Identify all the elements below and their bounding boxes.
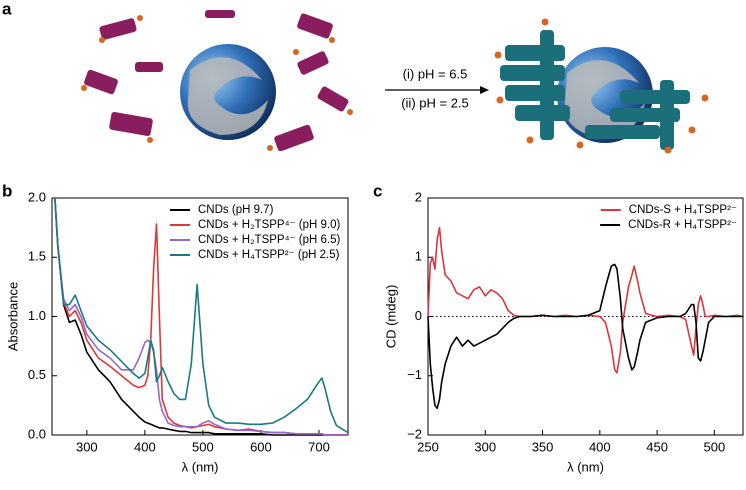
series-line xyxy=(54,197,349,434)
legend-label: CNDs-S + H₄TSPP²⁻ xyxy=(629,204,737,216)
x-tick-label: 500 xyxy=(192,439,214,454)
x-tick-label: 450 xyxy=(646,439,668,454)
y-axis-label: CD (mdeg) xyxy=(383,285,398,349)
panel-label: a xyxy=(2,0,12,18)
x-tick-label: 350 xyxy=(532,439,554,454)
x-tick-label: 400 xyxy=(134,439,156,454)
scheme-right xyxy=(494,18,709,154)
series-line xyxy=(427,226,744,374)
scheme-step: (ii) pH = 2.5 xyxy=(401,95,469,110)
y-tick-label: −2 xyxy=(407,426,422,441)
y-tick-label: 1.0 xyxy=(28,308,46,323)
series-line xyxy=(54,197,348,436)
x-axis-label: λ (nm) xyxy=(182,459,219,474)
legend-label: CNDs + H₂TSPP⁴⁻ (pH 6.5) xyxy=(198,234,340,246)
y-axis-label: Absorbance xyxy=(5,282,20,351)
y-tick-label: 1.5 xyxy=(28,249,46,264)
y-tick-label: 1 xyxy=(415,249,422,264)
legend-label: CNDs + H₄TSPP²⁻ (pH 2.5) xyxy=(198,249,340,261)
y-tick-label: −1 xyxy=(407,367,422,382)
series-line xyxy=(427,263,743,410)
y-tick-label: 2.0 xyxy=(28,189,46,204)
x-tick-label: 500 xyxy=(704,439,726,454)
x-tick-label: 250 xyxy=(417,439,439,454)
x-tick-label: 300 xyxy=(474,439,496,454)
panel-label: c xyxy=(373,181,382,200)
x-tick-label: 700 xyxy=(308,439,330,454)
x-tick-label: 400 xyxy=(589,439,611,454)
legend-label: CNDs-R + H₄TSPP²⁻ xyxy=(628,219,737,231)
x-tick-label: 300 xyxy=(76,439,98,454)
arrow-head xyxy=(480,86,489,94)
y-tick-label: 0.0 xyxy=(28,426,46,441)
scheme-step: (i) pH = 6.5 xyxy=(403,66,468,81)
x-axis-label: λ (nm) xyxy=(567,459,604,474)
y-tick-label: 0 xyxy=(415,308,422,323)
scheme-left xyxy=(81,10,353,152)
x-tick-label: 600 xyxy=(250,439,272,454)
legend-label: CNDs (pH 9.7) xyxy=(198,204,274,216)
y-tick-label: 0.5 xyxy=(28,367,46,382)
y-tick-label: 2 xyxy=(415,189,422,204)
panel-label: b xyxy=(2,181,12,200)
legend-label: CNDs + H₂TSPP⁴⁻ (pH 9.0) xyxy=(198,219,340,231)
series-line xyxy=(54,197,348,436)
